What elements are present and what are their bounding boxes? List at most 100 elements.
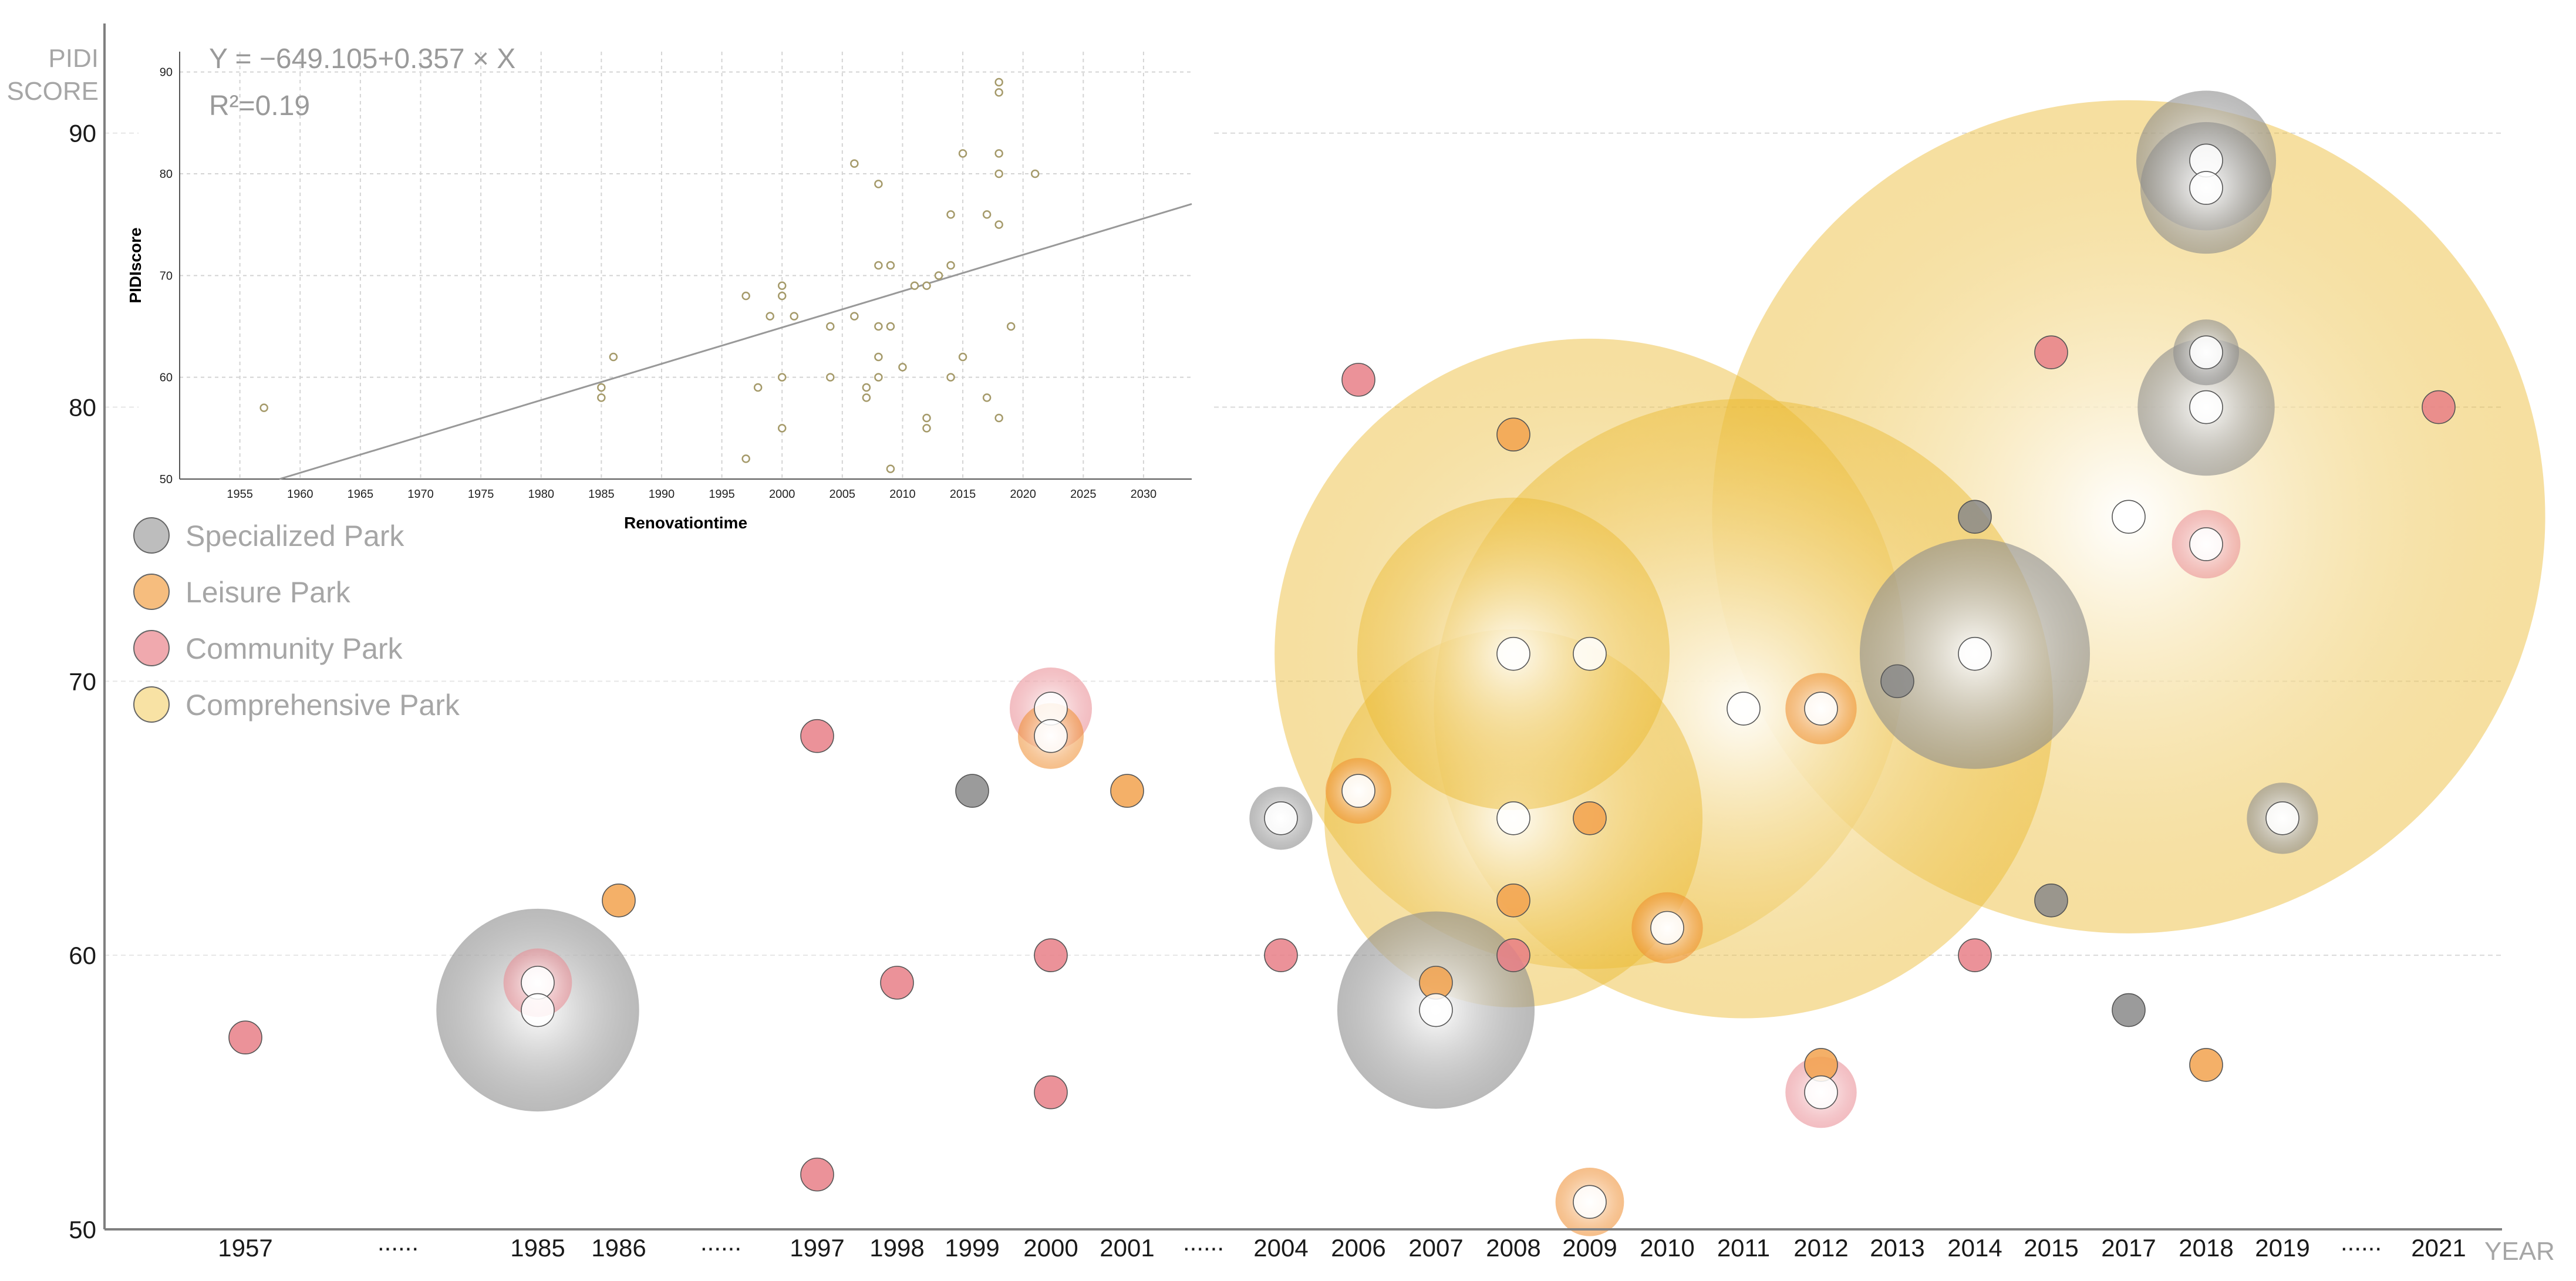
x-tick-label: 1999 [945, 1234, 999, 1262]
inset-x-tick-label: 2000 [769, 488, 795, 501]
inset-point [886, 464, 895, 473]
inset-x-tick-label: 2025 [1070, 488, 1097, 501]
point-specialized-2015-62 [2034, 884, 2068, 918]
point-community-2008-60 [1496, 938, 1530, 972]
y-tick-label: 70 [69, 668, 96, 695]
x-tick-label: 2009 [1562, 1234, 1617, 1262]
x-tick-label: ...... [2341, 1228, 2382, 1256]
inset-point [777, 373, 787, 382]
point-community-2015-82 [2034, 335, 2068, 369]
inset-x-tick-label: 1990 [649, 488, 675, 501]
inset-point [982, 393, 992, 402]
point-community-2006-81 [1341, 363, 1375, 397]
inset-point [922, 413, 931, 423]
legend-marker-leisure [133, 574, 170, 610]
inset-y-tick-label: 60 [160, 372, 173, 385]
point-white-2018-88 [2189, 171, 2223, 205]
inset-point [1030, 169, 1040, 178]
x-tick-label: 2012 [1793, 1234, 1848, 1262]
point-white-2006-66 [1341, 774, 1375, 808]
inset-point [994, 77, 1003, 87]
inset-x-tick-label: 2030 [1131, 488, 1157, 501]
inset-point [874, 261, 883, 270]
legend-label-leisure: Leisure Park [186, 576, 351, 609]
y-axis-title-line1: PIDI [48, 44, 99, 73]
point-white-2011-69 [1727, 692, 1761, 726]
inset-point [862, 383, 871, 392]
point-leisure-2018-56 [2189, 1048, 2223, 1082]
point-specialized-2013-70 [1880, 664, 1914, 699]
inset-point [922, 281, 931, 290]
inset-point [898, 363, 907, 372]
inset-point [597, 383, 606, 392]
x-tick-label: 1986 [591, 1234, 646, 1262]
inset-point [862, 393, 871, 402]
point-community-2004-60 [1264, 938, 1298, 972]
point-community-1957-57 [228, 1020, 262, 1055]
inset-point [874, 373, 883, 382]
x-tick-label: 2021 [2411, 1234, 2466, 1262]
inset-point [886, 261, 895, 270]
point-white-2004-65 [1264, 801, 1298, 835]
inset-point [886, 322, 895, 331]
inset-point [777, 424, 787, 433]
inset-point [741, 291, 750, 301]
point-white-2007-58 [1419, 993, 1453, 1027]
point-white-2009-51 [1573, 1185, 1607, 1219]
legend-marker-comprehensive [133, 686, 170, 723]
point-leisure-1986-62 [602, 884, 636, 918]
inset-point [994, 220, 1003, 229]
point-white-2018-75 [2189, 527, 2223, 561]
inset-x-tick-label: 1975 [468, 488, 494, 501]
x-tick-label: 2013 [1870, 1234, 1924, 1262]
x-tick-label: 2010 [1640, 1234, 1694, 1262]
x-tick-label: 1997 [790, 1234, 844, 1262]
inset-point [922, 424, 931, 433]
inset-regression-line [279, 203, 1192, 480]
inset-x-tick-label: 1965 [348, 488, 374, 501]
x-axis-title: YEAR [2484, 1237, 2555, 1266]
inset-x-tick-label: 2015 [950, 488, 976, 501]
inset-point [994, 88, 1003, 97]
inset-point [766, 312, 774, 321]
x-tick-label: 2018 [2179, 1234, 2233, 1262]
axes [103, 23, 2502, 1231]
point-community-1998-59 [880, 966, 914, 1000]
point-white-2018-82 [2189, 335, 2223, 369]
data-points [228, 143, 2456, 1219]
inset-y-axis-title: PIDIscore [126, 227, 144, 303]
point-white-2009-71 [1573, 636, 1607, 671]
inset-point [850, 159, 859, 168]
inset-y-tick-label: 90 [160, 66, 173, 79]
inset-point [850, 312, 859, 321]
y-tick-labels: 50 60 70 80 90 [69, 120, 96, 1243]
inset-point [946, 210, 955, 219]
inset-point [958, 352, 967, 362]
point-specialized-2017-58 [2112, 993, 2146, 1027]
x-tick-label: 2017 [2101, 1234, 2156, 1262]
x-tick-label: 2006 [1331, 1234, 1385, 1262]
inset-point [777, 281, 787, 290]
x-tick-label: 2000 [1023, 1234, 1078, 1262]
y-axis-title-line2: SCORE [7, 77, 99, 106]
inset-point [259, 403, 268, 412]
inset-point [874, 352, 883, 362]
inset-point [826, 322, 835, 331]
point-white-2018-80 [2189, 390, 2223, 424]
point-community-2014-60 [1958, 938, 1992, 972]
point-white-2008-65 [1496, 801, 1530, 835]
inset-point [1006, 322, 1016, 331]
inset-point [958, 149, 967, 158]
inset-point [946, 373, 955, 382]
legend-marker-specialized [133, 517, 170, 554]
legend-label-specialized: Specialized Park [186, 520, 404, 552]
y-tick-label: 80 [69, 394, 96, 422]
x-tick-label: 2014 [1947, 1234, 2002, 1262]
point-white-2012-69 [1804, 692, 1838, 726]
point-white-2012-55 [1804, 1075, 1838, 1110]
point-white-2019-65 [2265, 801, 2299, 835]
x-tick-label: 2008 [1486, 1234, 1540, 1262]
point-white-2017-76 [2112, 500, 2146, 534]
x-tick-label: 2004 [1253, 1234, 1308, 1262]
